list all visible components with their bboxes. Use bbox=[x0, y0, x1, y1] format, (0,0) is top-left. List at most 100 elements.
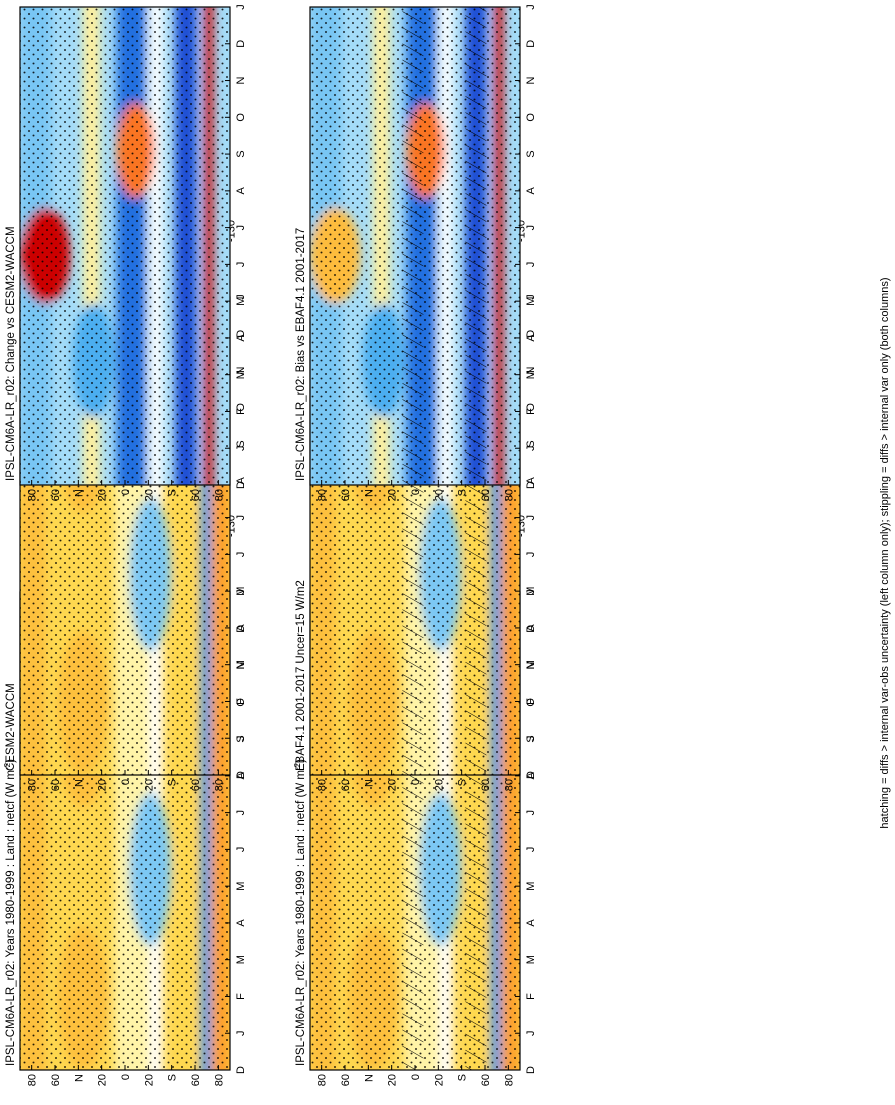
y-tick-label: 0 bbox=[120, 489, 132, 495]
y-tick-label: S bbox=[457, 489, 469, 496]
x-tick-label: J bbox=[525, 1030, 537, 1036]
x-tick-label: J bbox=[235, 225, 247, 231]
y-tick-label: 60 bbox=[480, 489, 492, 501]
x-tick-label: F bbox=[525, 993, 537, 1000]
title-end: ) bbox=[5, 759, 17, 763]
rotated-figure: D J F M A M J J A S O N D J 80 60 N 20 0 20 S 60 80 IPSL-CM6A-L… bbox=[3, 4, 892, 1086]
x-tick-label: J bbox=[525, 225, 537, 231]
y-tick-label: N bbox=[73, 1074, 85, 1082]
y-tick-label: 20 bbox=[143, 1074, 155, 1086]
footer-caption: hatching = diffs > internal var-obs unce… bbox=[879, 277, 891, 828]
y-tick-label: N bbox=[363, 779, 375, 787]
x-tick-label: M bbox=[235, 882, 247, 891]
y-tick-label: 20 bbox=[143, 779, 155, 791]
x-tick-label: J bbox=[235, 4, 247, 10]
x-tick-label: J bbox=[235, 847, 247, 853]
y-tick-label: 0 bbox=[410, 1074, 422, 1080]
x-tick-label: A bbox=[525, 772, 537, 780]
y-tick-label: 60 bbox=[50, 1074, 62, 1086]
x-tick-label: J bbox=[235, 445, 247, 451]
x-tick-label: J bbox=[525, 589, 537, 595]
x-tick-label: A bbox=[235, 919, 247, 927]
x-tick-label: J bbox=[525, 847, 537, 853]
x-tick-label: S bbox=[525, 150, 537, 157]
x-tick-label: O bbox=[525, 113, 537, 122]
y-tick-label: S bbox=[167, 1074, 179, 1081]
y-tick-label: S bbox=[167, 779, 179, 786]
x-tick-label: A bbox=[235, 624, 247, 632]
x-tick-label: D bbox=[235, 330, 247, 338]
x-tick-label: M bbox=[525, 660, 537, 669]
stippling bbox=[20, 7, 230, 485]
panel-title: IPSL-CM6A-LR_r02: Years 1980-1999 : Land… bbox=[3, 759, 18, 1066]
x-tick-label: M bbox=[525, 297, 537, 306]
x-tick-label: O bbox=[235, 113, 247, 122]
y-tick-label: 20 bbox=[97, 779, 109, 791]
x-tick-label: S bbox=[235, 735, 247, 742]
x-tick-label: A bbox=[525, 477, 537, 485]
y-tick-label: 60 bbox=[340, 779, 352, 791]
x-tick-label: M bbox=[525, 955, 537, 964]
title-end: ) bbox=[295, 759, 307, 763]
hatching bbox=[402, 7, 487, 485]
x-tick-label: O bbox=[525, 698, 537, 707]
x-tick-label: A bbox=[235, 772, 247, 780]
y-tick-label: 80 bbox=[213, 1074, 225, 1086]
x-tick-label: J bbox=[235, 1030, 247, 1036]
y-tick-label: 20 bbox=[387, 489, 399, 501]
x-tick-label: F bbox=[525, 408, 537, 415]
y-tick-label: 20 bbox=[97, 1074, 109, 1086]
x-tick-label: D bbox=[525, 625, 537, 633]
x-tick-label: J bbox=[525, 552, 537, 558]
x-tick-label: N bbox=[235, 662, 247, 670]
y-tick-label: 20 bbox=[97, 489, 109, 501]
y-tick-label: 80 bbox=[213, 779, 225, 791]
x-tick-label: J bbox=[525, 4, 537, 10]
x-tick-label: D bbox=[235, 40, 247, 48]
x-tick-label: N bbox=[235, 367, 247, 375]
y-tick-label: 60 bbox=[50, 779, 62, 791]
hatch-equator bbox=[402, 7, 424, 485]
x-tick-label: D bbox=[525, 1066, 537, 1074]
x-tick-label: M bbox=[235, 297, 247, 306]
y-tick-label: S bbox=[457, 779, 469, 786]
y-tick-label: 80 bbox=[503, 779, 515, 791]
y-tick-label: 20 bbox=[387, 1074, 399, 1086]
panel-title: IPSL-CM6A-LR_r02: Years 1980-1999 : Land… bbox=[293, 759, 308, 1066]
x-tick-label: S bbox=[235, 150, 247, 157]
y-tick-label: 60 bbox=[50, 489, 62, 501]
x-tick-label: N bbox=[235, 77, 247, 85]
x-tick-label: D bbox=[525, 40, 537, 48]
y-tick-label: 60 bbox=[340, 489, 352, 501]
x-tick-label: D bbox=[525, 330, 537, 338]
x-tick-label: D bbox=[235, 1066, 247, 1074]
y-tick-label: N bbox=[363, 489, 375, 497]
panel-title: CESM2-WACCM bbox=[5, 683, 17, 771]
y-tick-label: 60 bbox=[480, 779, 492, 791]
y-tick-label: 80 bbox=[317, 779, 329, 791]
heatmap-field bbox=[310, 7, 520, 485]
y-tick-label: 20 bbox=[433, 1074, 445, 1086]
x-tick-label: N bbox=[525, 662, 537, 670]
y-tick-label: 80 bbox=[27, 779, 39, 791]
x-tick-label: D bbox=[235, 481, 247, 489]
y-tick-label: 60 bbox=[480, 1074, 492, 1086]
x-tick-label: J bbox=[525, 262, 537, 268]
x-tick-label: J bbox=[235, 262, 247, 268]
y-tick-label: 60 bbox=[340, 1074, 352, 1086]
y-tick-label: S bbox=[167, 489, 179, 496]
y-tick-label: 60 bbox=[190, 779, 202, 791]
x-tick-label: O bbox=[235, 698, 247, 707]
x-tick-label: O bbox=[235, 403, 247, 412]
y-tick-label: 0 bbox=[120, 779, 132, 785]
x-tick-label: J bbox=[235, 810, 247, 816]
x-tick-label: D bbox=[525, 481, 537, 489]
x-tick-label: J bbox=[525, 515, 537, 521]
x-tick-label: A bbox=[235, 477, 247, 485]
x-tick-label: F bbox=[525, 698, 537, 705]
x-tick-label: A bbox=[525, 187, 537, 195]
y-tick-label: 80 bbox=[27, 489, 39, 501]
